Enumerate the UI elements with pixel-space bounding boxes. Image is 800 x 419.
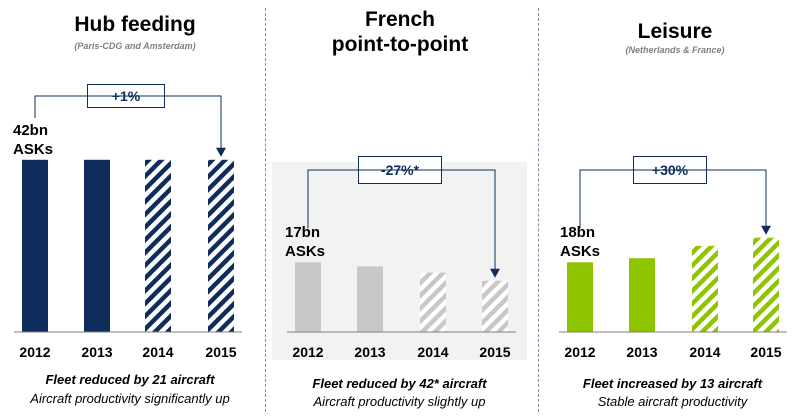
x-tick-label: 2013 (354, 344, 385, 360)
footnote-bold-leisure: Fleet increased by 13 aircraft (582, 376, 763, 391)
panel-title-french: French point-to-point (285, 7, 515, 57)
x-tick-label: 2012 (19, 344, 50, 360)
bar (84, 159, 110, 332)
ask-value-hub: 42bn ASKs (13, 122, 54, 158)
change-connector (34, 95, 222, 154)
footnote-leisure: Stable aircraft productivity (597, 394, 748, 409)
footnote-bold-hub: Fleet reduced by 21 aircraft (45, 372, 215, 387)
ask-value-leisure: 18bn ASKs (560, 224, 601, 260)
divider (265, 8, 266, 412)
panel-subtitle-leisure: (Netherlands & France) (625, 45, 725, 55)
footnote-french: Aircraft productivity slightly up (313, 394, 486, 409)
x-tick-label: 2014 (689, 344, 720, 360)
x-tick-label: 2015 (205, 344, 236, 360)
bar (22, 159, 48, 332)
panel-title-french-text: French point-to-point (331, 8, 469, 56)
ask-label-french: 17bn ASKs (285, 223, 345, 261)
arrow-head (761, 225, 771, 235)
ask-label-hub: 42bn ASKs (13, 121, 73, 159)
ask-label-leisure: 18bn ASKs (560, 223, 620, 261)
footnote-hub: Aircraft productivity significantly up (30, 391, 230, 406)
panel-title-leisure: Leisure (637, 20, 713, 43)
x-tick-label: 2014 (417, 344, 448, 360)
divider (538, 8, 539, 412)
x-tick-label: 2015 (750, 344, 781, 360)
bar (145, 159, 171, 332)
x-tick-label: 2013 (81, 344, 112, 360)
x-tick-label: 2013 (626, 344, 657, 360)
bar (420, 272, 446, 332)
arrow-head (490, 268, 500, 278)
bar (629, 258, 655, 332)
change-connector (579, 169, 767, 232)
arrow-head (216, 147, 226, 157)
bar (357, 266, 383, 332)
bar (567, 262, 593, 332)
x-tick-label: 2012 (564, 344, 595, 360)
bar (692, 245, 718, 332)
x-tick-label: 2012 (292, 344, 323, 360)
bar (482, 280, 508, 332)
panel-subtitle-hub: (Paris-CDG and Amsterdam) (74, 41, 196, 51)
bar (295, 262, 321, 332)
x-tick-label: 2014 (142, 344, 173, 360)
footnote-bold-french: Fleet reduced by 42* aircraft (312, 376, 487, 391)
bar (208, 159, 234, 332)
panel-title-hub: Hub feeding (74, 13, 196, 36)
ask-value-french: 17bn ASKs (285, 224, 326, 260)
bar (753, 237, 779, 332)
change-connector (307, 169, 496, 275)
x-tick-label: 2015 (479, 344, 510, 360)
